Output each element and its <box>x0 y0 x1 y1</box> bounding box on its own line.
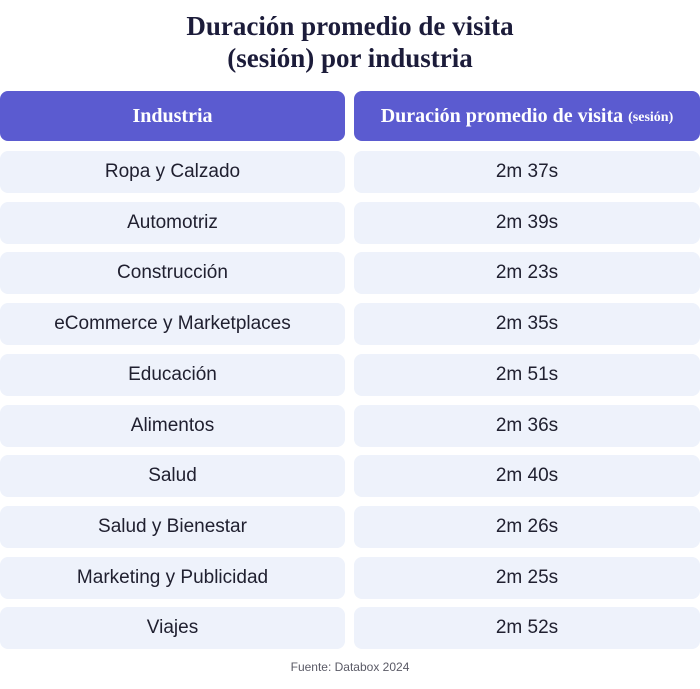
column-header-duration-suffix: (sesión) <box>628 109 674 125</box>
column-header-industry-label: Industria <box>132 104 213 127</box>
chart-title-line-1: Duración promedio de visita <box>186 11 514 41</box>
industry-cell: Alimentos <box>0 404 345 447</box>
duration-cell: 2m 52s <box>354 607 700 650</box>
table-row: Educación 2m 51s <box>0 353 700 396</box>
table-row: Viajes 2m 52s <box>0 607 700 650</box>
duration-cell: 2m 26s <box>354 505 700 548</box>
table-row: Ropa y Calzado 2m 37s <box>0 151 700 193</box>
table-row: Automotriz 2m 39s <box>0 201 700 244</box>
duration-cell: 2m 51s <box>354 353 700 396</box>
industry-cell: Educación <box>0 353 345 396</box>
industry-cell: Viajes <box>0 607 345 650</box>
duration-cell: 2m 35s <box>354 303 700 346</box>
column-header-industry: Industria <box>0 91 345 141</box>
table-row: Alimentos 2m 36s <box>0 404 700 447</box>
chart-title-line-2: (sesión) por industria <box>227 43 473 73</box>
table-row: Marketing y Publicidad 2m 25s <box>0 556 700 599</box>
table-row: Construcción 2m 23s <box>0 252 700 295</box>
duration-cell: 2m 23s <box>354 252 700 295</box>
industry-cell: Construcción <box>0 252 345 295</box>
column-header-duration-label: Duración promedio de visita <box>380 104 624 127</box>
source-note: Fuente: Databox 2024 <box>290 660 410 674</box>
duration-cell: 2m 37s <box>354 151 700 193</box>
chart-title: Duración promedio de visita (sesión) por… <box>0 10 700 74</box>
duration-cell: 2m 40s <box>354 455 700 498</box>
industry-cell: Ropa y Calzado <box>0 151 345 193</box>
industry-cell: Salud y Bienestar <box>0 505 345 548</box>
table-row: Salud y Bienestar 2m 26s <box>0 505 700 548</box>
table-row: Salud 2m 40s <box>0 455 700 498</box>
duration-cell: 2m 25s <box>354 556 700 599</box>
industry-cell: Automotriz <box>0 201 345 244</box>
duration-cell: 2m 39s <box>354 201 700 244</box>
column-header-duration: Duración promedio de visita (sesión) <box>354 91 700 141</box>
industry-cell: eCommerce y Marketplaces <box>0 303 345 346</box>
industry-cell: Marketing y Publicidad <box>0 556 345 599</box>
table-row: eCommerce y Marketplaces 2m 35s <box>0 303 700 346</box>
duration-cell: 2m 36s <box>354 404 700 447</box>
industry-cell: Salud <box>0 455 345 498</box>
